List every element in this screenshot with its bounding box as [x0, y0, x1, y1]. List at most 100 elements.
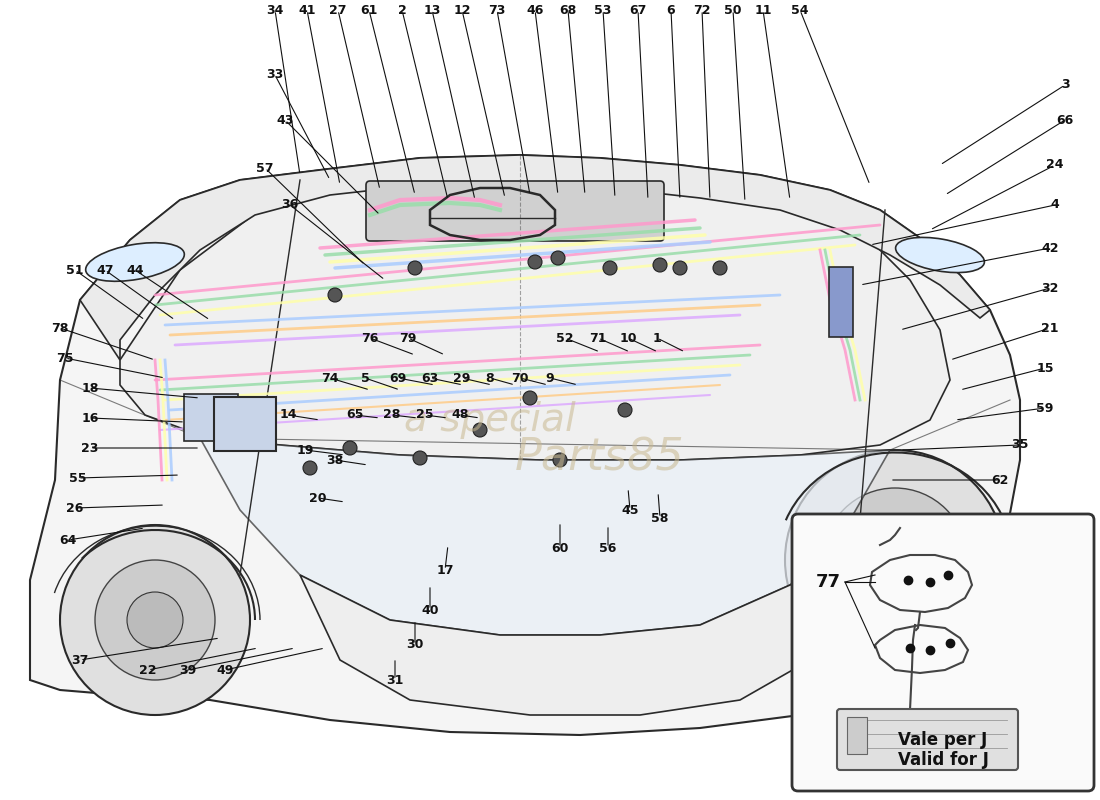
Text: 43: 43 [276, 114, 294, 126]
Text: 78: 78 [52, 322, 68, 334]
Text: 39: 39 [179, 663, 197, 677]
Text: 22: 22 [140, 663, 156, 677]
Text: 9: 9 [546, 371, 554, 385]
Text: 23: 23 [81, 442, 99, 454]
Text: 74: 74 [321, 371, 339, 385]
Polygon shape [120, 170, 950, 460]
Text: 68: 68 [560, 3, 576, 17]
Text: 40: 40 [421, 603, 439, 617]
Circle shape [328, 288, 342, 302]
Text: 59: 59 [1036, 402, 1054, 414]
Text: 37: 37 [72, 654, 89, 666]
Text: 73: 73 [488, 3, 506, 17]
Text: 26: 26 [66, 502, 84, 514]
Text: 63: 63 [421, 371, 439, 385]
Text: 36: 36 [282, 198, 298, 211]
Ellipse shape [895, 238, 984, 273]
Text: 30: 30 [406, 638, 424, 651]
Text: 75: 75 [56, 351, 74, 365]
Text: 54: 54 [791, 3, 808, 17]
Text: 50: 50 [724, 3, 741, 17]
Circle shape [785, 450, 1005, 670]
Circle shape [603, 261, 617, 275]
Text: 56: 56 [600, 542, 617, 554]
Text: 6: 6 [667, 3, 675, 17]
Polygon shape [200, 438, 890, 635]
Text: 5: 5 [361, 371, 370, 385]
FancyBboxPatch shape [847, 717, 867, 754]
Text: 1: 1 [652, 331, 661, 345]
Text: 69: 69 [389, 371, 407, 385]
Text: 46: 46 [526, 3, 543, 17]
Circle shape [126, 592, 183, 648]
Text: 66: 66 [1056, 114, 1074, 126]
Text: 49: 49 [217, 663, 233, 677]
Text: 29: 29 [453, 371, 471, 385]
Circle shape [862, 527, 928, 593]
Text: 16: 16 [81, 411, 99, 425]
Text: 18: 18 [81, 382, 99, 394]
Text: 34: 34 [266, 3, 284, 17]
Text: 76: 76 [361, 331, 378, 345]
Text: a special: a special [404, 401, 576, 439]
Text: 27: 27 [329, 3, 346, 17]
Text: 52: 52 [557, 331, 574, 345]
Text: 8: 8 [486, 371, 494, 385]
Text: 65: 65 [346, 409, 364, 422]
Circle shape [412, 451, 427, 465]
Text: 67: 67 [629, 3, 647, 17]
Text: 48: 48 [451, 409, 469, 422]
Text: 20: 20 [309, 491, 327, 505]
Text: 57: 57 [256, 162, 274, 174]
Polygon shape [300, 575, 850, 715]
Text: 51: 51 [66, 263, 84, 277]
Circle shape [522, 391, 537, 405]
FancyBboxPatch shape [837, 709, 1018, 770]
Circle shape [343, 441, 358, 455]
Circle shape [823, 488, 967, 632]
Text: 62: 62 [991, 474, 1009, 486]
Circle shape [528, 255, 542, 269]
Text: 14: 14 [279, 409, 297, 422]
Text: 41: 41 [298, 3, 316, 17]
Text: 64: 64 [59, 534, 77, 546]
Text: 15: 15 [1036, 362, 1054, 374]
Polygon shape [80, 155, 990, 360]
Text: 58: 58 [651, 511, 669, 525]
Text: 45: 45 [621, 503, 639, 517]
FancyBboxPatch shape [829, 267, 852, 337]
Text: 70: 70 [512, 371, 529, 385]
Text: 3: 3 [1060, 78, 1069, 91]
Circle shape [653, 258, 667, 272]
Text: 47: 47 [97, 263, 113, 277]
Text: 61: 61 [361, 3, 377, 17]
FancyBboxPatch shape [366, 181, 664, 241]
Text: 7: 7 [966, 514, 975, 526]
Text: 53: 53 [594, 3, 612, 17]
Text: 13: 13 [424, 3, 441, 17]
Circle shape [551, 251, 565, 265]
Text: 10: 10 [619, 331, 637, 345]
Text: 17: 17 [437, 563, 453, 577]
Text: 28: 28 [383, 409, 400, 422]
Text: 72: 72 [693, 3, 711, 17]
Circle shape [60, 525, 250, 715]
Circle shape [673, 261, 688, 275]
Text: 24: 24 [1046, 158, 1064, 171]
Text: 25: 25 [416, 409, 433, 422]
Polygon shape [30, 155, 1020, 735]
Circle shape [553, 453, 566, 467]
Text: 32: 32 [1042, 282, 1058, 294]
Text: 11: 11 [755, 3, 772, 17]
Text: 35: 35 [1011, 438, 1028, 451]
Text: 71: 71 [590, 331, 607, 345]
Text: 33: 33 [266, 69, 284, 82]
Circle shape [713, 261, 727, 275]
FancyBboxPatch shape [214, 397, 276, 451]
Text: Vale per J: Vale per J [899, 731, 988, 749]
Text: Valid for J: Valid for J [898, 751, 989, 769]
Circle shape [618, 403, 632, 417]
Ellipse shape [86, 242, 185, 282]
Text: 12: 12 [453, 3, 471, 17]
FancyBboxPatch shape [184, 394, 238, 441]
